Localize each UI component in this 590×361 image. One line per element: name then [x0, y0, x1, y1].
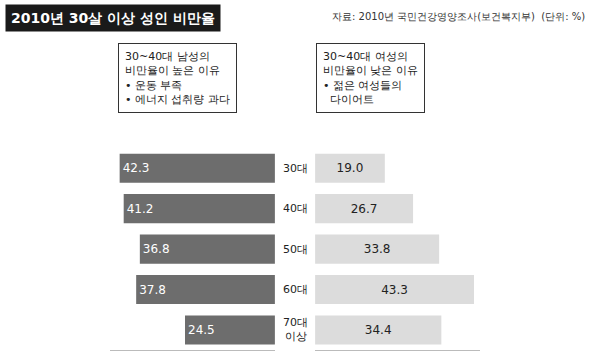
svg-text:37.8: 37.8: [139, 283, 166, 297]
svg-text:42.3: 42.3: [123, 161, 150, 175]
svg-text:30대: 30대: [283, 162, 308, 175]
svg-text:43.3: 43.3: [381, 283, 408, 297]
svg-text:50대: 50대: [283, 243, 308, 256]
svg-text:2010년 30살 이상 성인 비만율: 2010년 30살 이상 성인 비만율: [11, 10, 215, 26]
svg-text:26.7: 26.7: [351, 202, 378, 216]
svg-text:33.8: 33.8: [364, 242, 391, 256]
svg-text:60대: 60대: [283, 283, 308, 296]
svg-text:70대이상: 70대이상: [283, 316, 308, 343]
svg-text:30~40대 남성의비만율이 높은 이유• 운동 부족• 에: 30~40대 남성의비만율이 높은 이유• 운동 부족• 에너지 섭취량 과다: [125, 50, 230, 106]
svg-text:40대: 40대: [283, 202, 308, 215]
svg-text:36.8: 36.8: [143, 242, 170, 256]
svg-text:24.5: 24.5: [188, 323, 215, 337]
svg-text:30~40대 여성의비만율이 낮은 이유• 젊은 여성들의: 30~40대 여성의비만율이 낮은 이유• 젊은 여성들의 다이어트: [323, 50, 418, 106]
svg-text:19.0: 19.0: [337, 161, 364, 175]
svg-text:34.4: 34.4: [365, 323, 392, 337]
svg-text:자료: 2010년 국민건강영양조사(보건복지부) (단위: 자료: 2010년 국민건강영양조사(보건복지부) (단위: %): [332, 11, 585, 22]
svg-text:41.2: 41.2: [127, 202, 154, 216]
